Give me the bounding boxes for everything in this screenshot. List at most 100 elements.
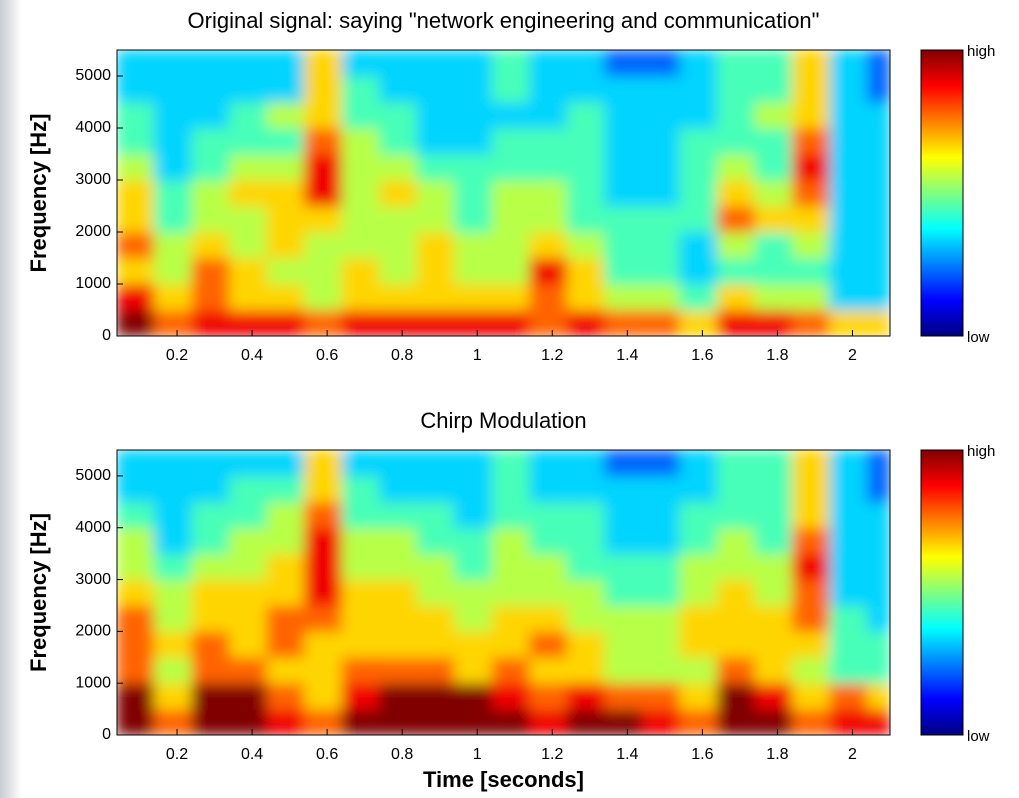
heatmap-cell bbox=[641, 501, 681, 529]
heatmap-cell bbox=[117, 553, 156, 581]
heatmap-cell bbox=[154, 101, 193, 129]
heatmap-cells bbox=[117, 50, 890, 336]
heatmap-cell bbox=[379, 231, 418, 259]
heatmap-cell bbox=[866, 682, 890, 710]
heatmap-cell bbox=[679, 153, 718, 181]
heatmap-cell bbox=[529, 501, 568, 529]
heatmap-cell bbox=[416, 50, 456, 77]
heatmap-cell bbox=[154, 630, 193, 658]
heatmap-cell bbox=[416, 179, 456, 207]
heatmap-cell bbox=[866, 708, 890, 735]
heatmap-cell bbox=[379, 450, 418, 477]
heatmap-cell bbox=[566, 579, 606, 606]
heatmap-cell bbox=[191, 179, 231, 207]
heatmap-cell bbox=[716, 101, 756, 129]
heatmap-cell bbox=[154, 283, 193, 311]
heatmap-cell bbox=[304, 257, 343, 285]
heatmap-cell bbox=[266, 527, 306, 555]
heatmap-cell bbox=[679, 527, 718, 555]
heatmap-cell bbox=[829, 101, 868, 129]
heatmap-cell bbox=[604, 127, 643, 155]
heatmap-cell bbox=[641, 309, 681, 336]
heatmap-cell bbox=[154, 475, 193, 503]
heatmap-cell bbox=[716, 708, 756, 735]
heatmap-cell bbox=[641, 579, 681, 606]
heatmap-cell bbox=[829, 630, 868, 658]
heatmap-cell bbox=[641, 630, 681, 658]
heatmap-cell bbox=[679, 205, 718, 233]
x-tick-label: 0.8 bbox=[391, 347, 413, 364]
heatmap-cell bbox=[566, 682, 606, 710]
heatmap-cell bbox=[379, 309, 418, 336]
heatmap-cell bbox=[529, 630, 568, 658]
heatmap-cell bbox=[454, 553, 493, 581]
heatmap-cell bbox=[791, 450, 831, 477]
heatmap-cell bbox=[304, 501, 343, 529]
heatmap-cell bbox=[191, 309, 231, 336]
colorbar-high-label: high bbox=[967, 443, 995, 460]
heatmap-cell bbox=[229, 527, 268, 555]
heatmap-cell bbox=[379, 101, 418, 129]
heatmap-cell bbox=[679, 656, 718, 684]
heatmap-cell bbox=[566, 179, 606, 207]
heatmap-cell bbox=[304, 604, 343, 632]
heatmap-cell bbox=[416, 682, 456, 710]
heatmap-cell bbox=[379, 553, 418, 581]
heatmap-cell bbox=[604, 630, 643, 658]
heatmap-cell bbox=[866, 579, 890, 606]
heatmap-cell bbox=[341, 153, 381, 181]
heatmap-cell bbox=[754, 283, 793, 311]
y-tick-label: 3000 bbox=[75, 571, 111, 588]
heatmap-cell bbox=[716, 579, 756, 606]
heatmap-cell bbox=[566, 257, 606, 285]
heatmap-cell bbox=[191, 50, 231, 77]
heatmap-cell bbox=[529, 708, 568, 735]
heatmap-cell bbox=[604, 708, 643, 735]
heatmap-cell bbox=[341, 257, 381, 285]
heatmap-cell bbox=[191, 501, 231, 529]
heatmap-cell bbox=[791, 101, 831, 129]
heatmap-cell bbox=[679, 101, 718, 129]
y-tick-label: 3000 bbox=[75, 171, 111, 188]
heatmap-cell bbox=[117, 205, 156, 233]
heatmap-cell bbox=[454, 205, 493, 233]
heatmap-cell bbox=[716, 656, 756, 684]
heatmap-cell bbox=[716, 179, 756, 207]
heatmap-cell bbox=[604, 579, 643, 606]
heatmap-cell bbox=[866, 153, 890, 181]
heatmap-cell bbox=[529, 283, 568, 311]
heatmap-cell bbox=[716, 283, 756, 311]
heatmap-cell bbox=[379, 153, 418, 181]
heatmap-cell bbox=[341, 553, 381, 581]
heatmap-cell bbox=[791, 205, 831, 233]
heatmap-cell bbox=[454, 283, 493, 311]
x-tick-label: 0.6 bbox=[316, 746, 338, 763]
heatmap-cell bbox=[491, 257, 531, 285]
heatmap-cell bbox=[529, 604, 568, 632]
heatmap-cell bbox=[566, 450, 606, 477]
heatmap-cell bbox=[416, 630, 456, 658]
heatmap-cell bbox=[866, 630, 890, 658]
heatmap-cell bbox=[341, 50, 381, 77]
heatmap-cell bbox=[791, 501, 831, 529]
heatmap-cell bbox=[266, 450, 306, 477]
heatmap-cell bbox=[416, 231, 456, 259]
heatmap-cell bbox=[641, 50, 681, 77]
heatmap-cell bbox=[341, 656, 381, 684]
heatmap-cell bbox=[416, 553, 456, 581]
heatmap-cell bbox=[829, 257, 868, 285]
heatmap-cell bbox=[791, 656, 831, 684]
y-tick-label: 2000 bbox=[75, 223, 111, 240]
heatmap-cell bbox=[191, 231, 231, 259]
heatmap-cell bbox=[566, 309, 606, 336]
heatmap-cell bbox=[866, 501, 890, 529]
heatmap-cell bbox=[117, 630, 156, 658]
y-tick-label: 1000 bbox=[75, 275, 111, 292]
heatmap-cell bbox=[379, 205, 418, 233]
heatmap-cell bbox=[679, 501, 718, 529]
heatmap-cell bbox=[866, 450, 890, 477]
heatmap-cell bbox=[641, 231, 681, 259]
heatmap-cell bbox=[304, 579, 343, 606]
heatmap-cell bbox=[416, 101, 456, 129]
heatmap-cell bbox=[191, 527, 231, 555]
